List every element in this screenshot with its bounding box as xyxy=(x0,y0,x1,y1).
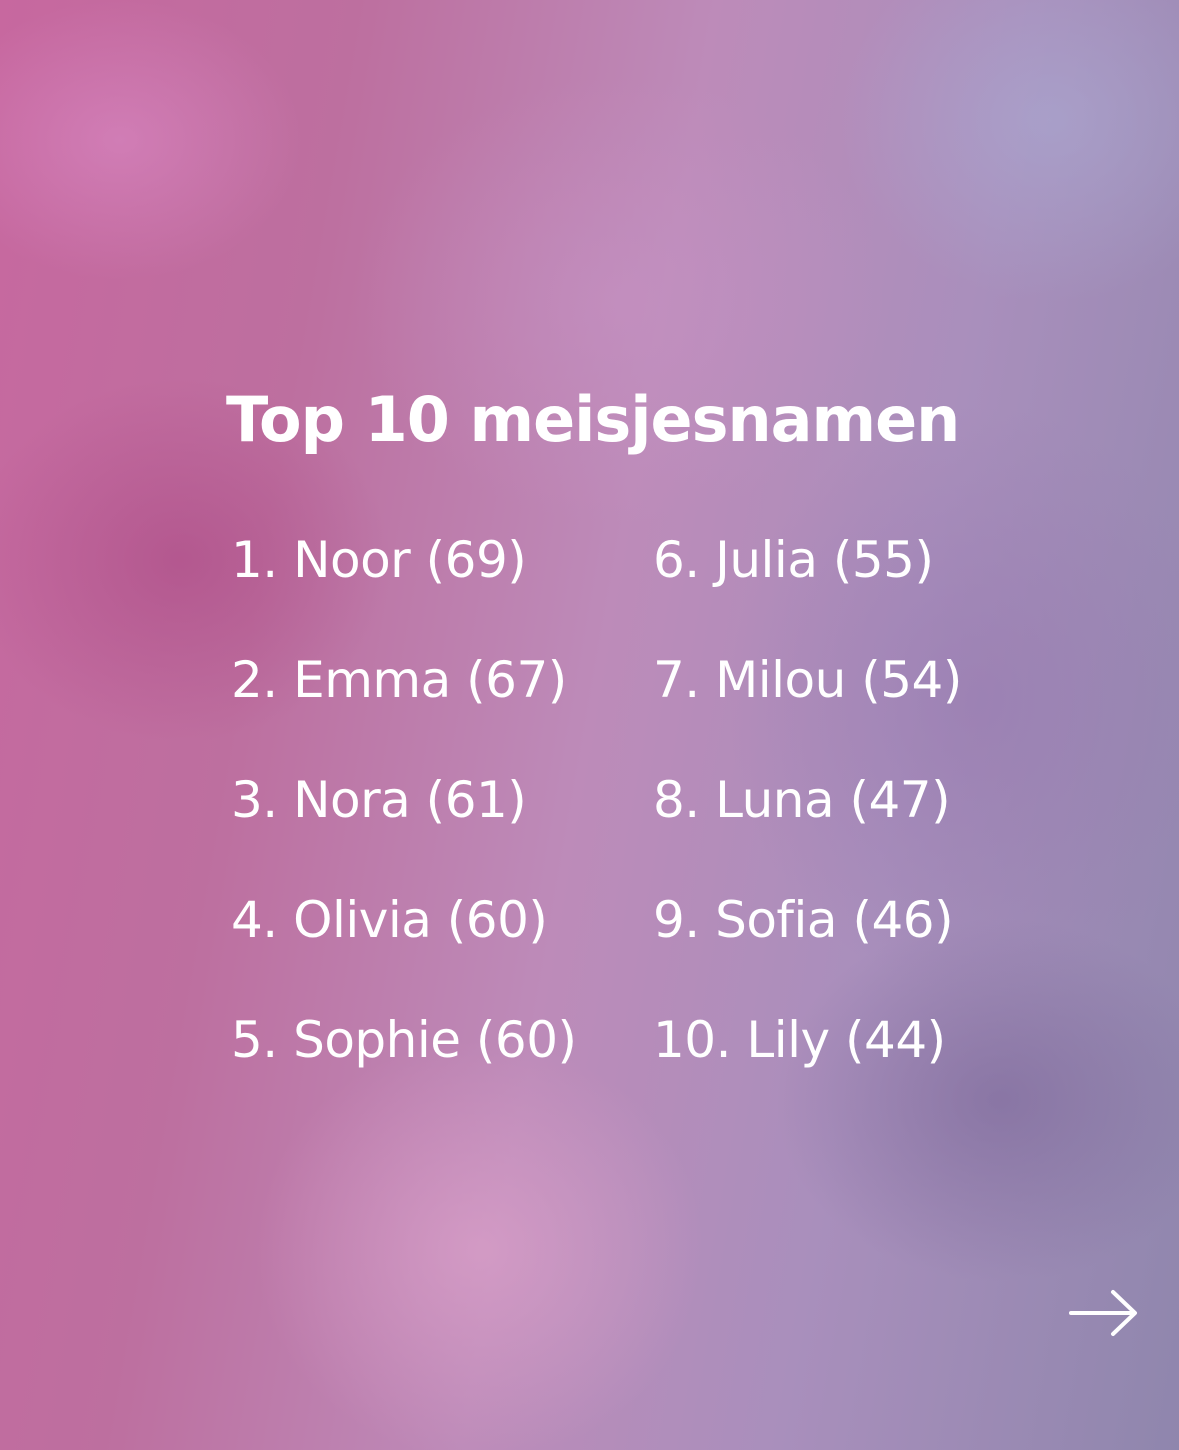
list-item: 1. Noor (69) xyxy=(231,531,527,589)
page-title: Top 10 meisjesnamen xyxy=(226,383,960,456)
list-item: 8. Luna (47) xyxy=(653,771,951,829)
list-item: 2. Emma (67) xyxy=(231,651,567,709)
list-item: 7. Milou (54) xyxy=(653,651,962,709)
names-column-left: 1. Noor (69) 2. Emma (67) 3. Nora (61) 4… xyxy=(231,520,577,1080)
list-item: 6. Julia (55) xyxy=(653,531,934,589)
list-item: 9. Sofia (46) xyxy=(653,891,954,949)
list-item: 5. Sophie (60) xyxy=(231,1011,577,1069)
arrow-right-icon[interactable] xyxy=(1068,1288,1140,1338)
list-item: 4. Olivia (60) xyxy=(231,891,548,949)
list-item: 3. Nora (61) xyxy=(231,771,527,829)
list-item: 10. Lily (44) xyxy=(653,1011,946,1069)
names-column-right: 6. Julia (55) 7. Milou (54) 8. Luna (47)… xyxy=(653,520,962,1080)
